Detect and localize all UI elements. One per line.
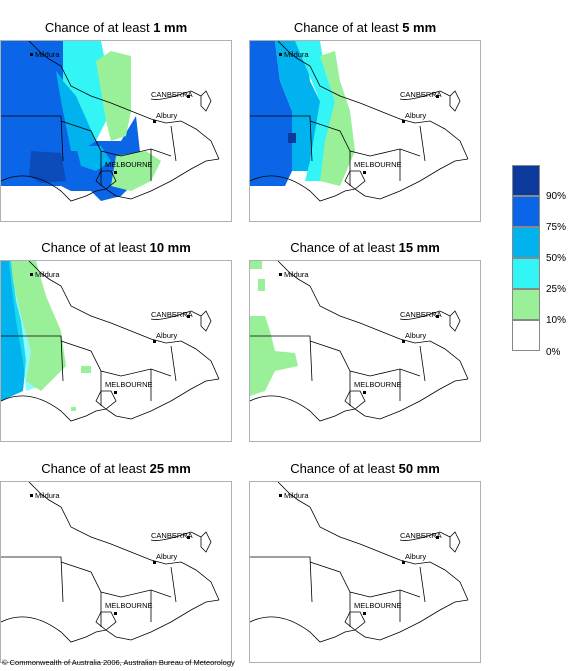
place-label: Albury — [156, 111, 178, 120]
city-marker — [436, 536, 439, 539]
city-marker — [363, 391, 366, 394]
place-label: Albury — [405, 111, 427, 120]
legend-swatch-50 — [512, 227, 540, 258]
city-marker — [30, 273, 33, 276]
rainfall-map: Mildura CANBERRA Albury MELBOURNE — [0, 481, 232, 663]
place-label: MELBOURNE — [354, 160, 402, 169]
city-marker — [279, 53, 282, 56]
legend-label: 90% — [546, 191, 567, 202]
legend-label: 50% — [546, 253, 567, 264]
city-marker — [187, 95, 190, 98]
place-label: Mildura — [35, 491, 60, 500]
place-label: Albury — [156, 331, 178, 340]
map-svg: Mildura CANBERRA Albury MELBOURNE — [250, 41, 469, 202]
city-marker — [363, 612, 366, 615]
city-marker — [402, 561, 405, 564]
place-label: CANBERRA — [400, 90, 442, 99]
rainfall-map: Mildura CANBERRA Albury MELBOURNE — [249, 40, 481, 222]
place-label: Mildura — [35, 50, 60, 59]
city-marker — [187, 536, 190, 539]
city-marker — [153, 340, 156, 343]
legend-label: 25% — [546, 284, 567, 295]
city-marker — [114, 391, 117, 394]
panel-title: Chance of at least 15 mm — [290, 240, 440, 255]
rainfall-map: Mildura CANBERRA Albury MELBOURNE — [0, 260, 232, 442]
city-marker — [279, 494, 282, 497]
place-label: MELBOURNE — [105, 380, 153, 389]
city-marker — [114, 612, 117, 615]
city-marker — [187, 315, 190, 318]
city-marker — [436, 315, 439, 318]
legend-swatch-25 — [512, 258, 540, 289]
place-label: Albury — [405, 331, 427, 340]
place-label: Mildura — [284, 491, 309, 500]
map-svg: Mildura CANBERRA Albury MELBOURNE — [1, 41, 220, 202]
rainfall-map: Mildura CANBERRA Albury MELBOURNE — [249, 481, 481, 663]
panel-title: Chance of at least 50 mm — [290, 461, 440, 476]
rainfall-map: Mildura CANBERRA Albury MELBOURNE — [249, 260, 481, 442]
city-marker — [30, 494, 33, 497]
city-marker — [153, 120, 156, 123]
legend-swatch-90 — [512, 165, 540, 196]
place-label: Albury — [405, 552, 427, 561]
legend-swatch-0 — [512, 320, 540, 351]
city-marker — [153, 561, 156, 564]
place-label: MELBOURNE — [105, 160, 153, 169]
place-label: MELBOURNE — [105, 601, 153, 610]
place-label: CANBERRA — [400, 310, 442, 319]
copyright-notice: © Commonwealth of Australia 2006, Austra… — [2, 658, 235, 667]
place-label: CANBERRA — [151, 90, 193, 99]
city-marker — [114, 171, 117, 174]
city-marker — [30, 53, 33, 56]
place-label: CANBERRA — [151, 531, 193, 540]
panel-title: Chance of at least 10 mm — [41, 240, 191, 255]
panel-title: Chance of at least 25 mm — [41, 461, 191, 476]
map-svg: Mildura CANBERRA Albury MELBOURNE — [1, 261, 220, 422]
legend-label: 0% — [546, 347, 561, 358]
place-label: MELBOURNE — [354, 380, 402, 389]
map-svg: Mildura CANBERRA Albury MELBOURNE — [250, 482, 469, 643]
legend-swatch-75 — [512, 196, 540, 227]
place-label: MELBOURNE — [354, 601, 402, 610]
place-label: CANBERRA — [400, 531, 442, 540]
place-label: Albury — [156, 552, 178, 561]
map-svg: Mildura CANBERRA Albury MELBOURNE — [250, 261, 469, 422]
place-label: Mildura — [284, 270, 309, 279]
place-label: Mildura — [35, 270, 60, 279]
city-marker — [363, 171, 366, 174]
place-label: Mildura — [284, 50, 309, 59]
panel-title: Chance of at least 5 mm — [293, 20, 437, 35]
place-label: CANBERRA — [151, 310, 193, 319]
rainfall-map: Mildura CANBERRA Albury MELBOURNE — [0, 40, 232, 222]
city-marker — [279, 273, 282, 276]
legend-swatch-10 — [512, 289, 540, 320]
city-marker — [402, 340, 405, 343]
map-svg: Mildura CANBERRA Albury MELBOURNE — [1, 482, 220, 643]
panel-title: Chance of at least 1 mm — [44, 20, 188, 35]
city-marker — [402, 120, 405, 123]
city-marker — [436, 95, 439, 98]
legend-label: 75% — [546, 222, 567, 233]
legend-label: 10% — [546, 315, 567, 326]
